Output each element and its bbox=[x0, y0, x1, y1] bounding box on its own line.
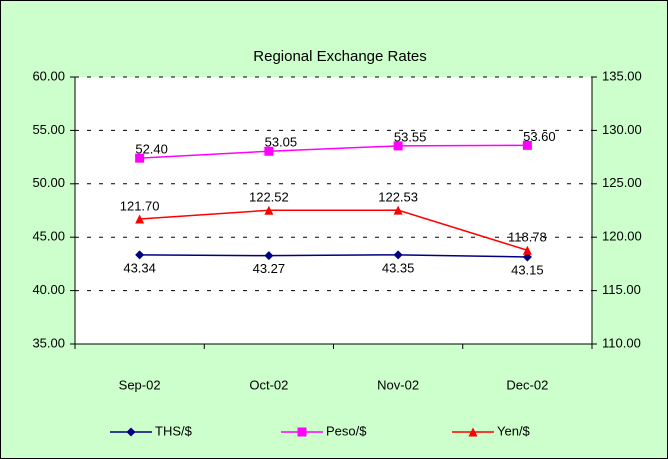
data-label: 43.35 bbox=[382, 260, 415, 275]
y-tick-label: 35.00 bbox=[32, 335, 65, 350]
y2-tick-label: 120.00 bbox=[602, 229, 642, 244]
x-tick-label: Nov-02 bbox=[377, 377, 419, 392]
marker bbox=[264, 251, 274, 261]
legend-marker bbox=[126, 427, 136, 437]
legend-label: THS/$ bbox=[155, 423, 193, 438]
data-label: 122.52 bbox=[249, 190, 289, 205]
data-label: 53.60 bbox=[523, 129, 556, 144]
y2-tick-label: 110.00 bbox=[602, 335, 641, 350]
data-label: 43.34 bbox=[123, 260, 156, 275]
marker bbox=[135, 250, 145, 260]
marker bbox=[264, 146, 274, 156]
y-tick-label: 50.00 bbox=[32, 175, 65, 190]
series-line bbox=[139, 209, 528, 251]
data-label: 122.53 bbox=[378, 190, 418, 205]
data-label: 118.78 bbox=[508, 230, 547, 245]
series-line bbox=[139, 254, 528, 258]
marker bbox=[135, 153, 145, 163]
y2-tick-label: 135.00 bbox=[602, 68, 642, 83]
y-tick-label: 40.00 bbox=[32, 282, 65, 297]
y2-tick-label: 130.00 bbox=[602, 122, 642, 137]
marker bbox=[393, 141, 403, 151]
marker bbox=[522, 245, 532, 255]
data-label: 43.27 bbox=[253, 261, 286, 276]
legend-label: Yen/$ bbox=[497, 423, 531, 438]
x-tick-label: Sep-02 bbox=[119, 377, 161, 392]
data-label: 52.40 bbox=[135, 142, 168, 157]
chart-title: Regional Exchange Rates bbox=[253, 48, 426, 65]
x-tick-label: Dec-02 bbox=[506, 377, 548, 392]
data-label: 53.05 bbox=[265, 135, 298, 150]
legend-marker bbox=[468, 427, 478, 437]
marker bbox=[393, 205, 403, 215]
data-label: 121.70 bbox=[120, 198, 160, 213]
series-line bbox=[139, 144, 528, 159]
data-label: 43.15 bbox=[511, 262, 544, 277]
marker bbox=[264, 205, 274, 215]
marker bbox=[522, 140, 532, 150]
marker bbox=[393, 250, 403, 260]
y2-tick-label: 115.00 bbox=[602, 282, 641, 297]
y2-tick-label: 125.00 bbox=[602, 175, 642, 190]
marker bbox=[135, 214, 145, 224]
y-tick-label: 55.00 bbox=[32, 122, 65, 137]
y-tick-label: 45.00 bbox=[32, 229, 65, 244]
y-tick-label: 60.00 bbox=[32, 68, 65, 83]
legend-marker bbox=[297, 427, 307, 437]
legend-label: Peso/$ bbox=[326, 423, 367, 438]
x-tick-label: Oct-02 bbox=[249, 377, 288, 392]
data-label: 53.55 bbox=[394, 129, 427, 144]
marker bbox=[522, 252, 532, 262]
